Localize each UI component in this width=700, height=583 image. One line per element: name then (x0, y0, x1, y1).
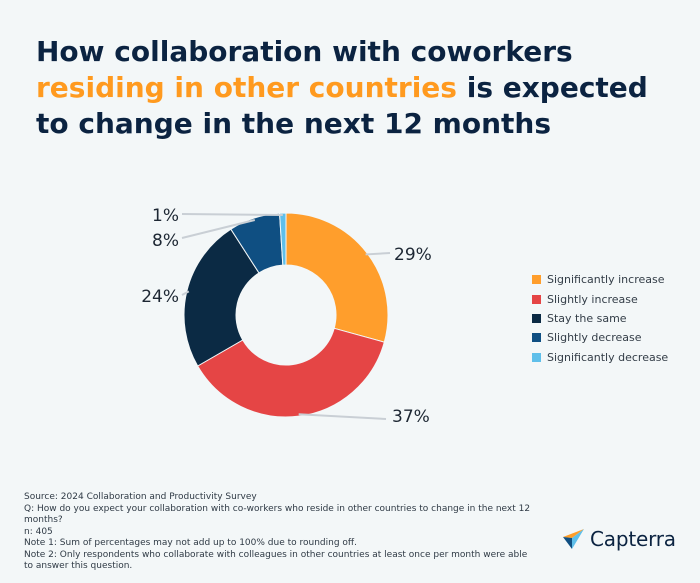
chart-title: How collaboration with coworkers residin… (36, 34, 676, 142)
source-note: Source: 2024 Collaboration and Productiv… (24, 492, 257, 502)
legend-item-significantly-increase: Significantly increase (532, 270, 668, 289)
question-note: Q: How do you expect your collaboration … (24, 503, 531, 526)
title-part2: is expected to change in the next 12 mon… (36, 71, 648, 140)
data-label-stay-the-same: 24% (141, 287, 179, 307)
footer-notes: Source: 2024 Collaboration and Productiv… (24, 492, 534, 573)
donut-chart: 29% 37% 24% 8% 1% (141, 206, 432, 427)
legend-swatch (532, 313, 541, 323)
legend-swatch (532, 275, 541, 285)
leader-line-stay-the-same (181, 290, 190, 296)
data-label-significantly-decrease: 1% (152, 206, 179, 226)
leader-line-significantly-increase (365, 252, 391, 256)
legend-swatch (532, 294, 541, 304)
legend-item-stay-the-same: Stay the same (532, 309, 668, 328)
title-highlight: residing in other countries (36, 71, 457, 104)
note-1: Note 1: Sum of percentages may not add u… (24, 538, 357, 548)
slice-significantly-increase (285, 212, 389, 343)
legend-label: Significantly decrease (547, 350, 669, 364)
note-2: Note 2: Only respondents who collaborate… (24, 549, 528, 572)
data-label-slightly-decrease: 8% (152, 231, 179, 251)
legend-label: Slightly increase (547, 292, 638, 306)
legend-label: Stay the same (547, 311, 627, 325)
leader-line-significantly-decrease (181, 213, 283, 217)
title-part1: How collaboration with coworkers (36, 35, 573, 68)
chart-legend: Significantly increase Slightly increase S… (532, 270, 668, 367)
legend-item-significantly-decrease: Significantly decrease (532, 348, 668, 367)
legend-item-slightly-increase: Slightly increase (532, 289, 668, 308)
legend-item-slightly-decrease: Slightly decrease (532, 328, 668, 347)
slice-slightly-increase (196, 327, 385, 418)
slice-stay-the-same (183, 228, 260, 367)
data-label-significantly-increase: 29% (394, 245, 432, 265)
data-label-slightly-increase: 37% (392, 407, 430, 427)
legend-label: Significantly increase (547, 273, 665, 287)
slice-significantly-decrease (279, 212, 287, 266)
capterra-arrow-icon (563, 529, 584, 549)
leader-line-slightly-increase (298, 413, 387, 420)
legend-swatch (532, 333, 541, 343)
capterra-logo: Capterra (563, 527, 676, 551)
leader-line-slightly-decrease (181, 219, 256, 239)
logo-text: Capterra (590, 527, 676, 551)
legend-label: Slightly decrease (547, 331, 642, 345)
legend-swatch (532, 352, 541, 362)
sample-size: n: 405 (24, 526, 53, 537)
